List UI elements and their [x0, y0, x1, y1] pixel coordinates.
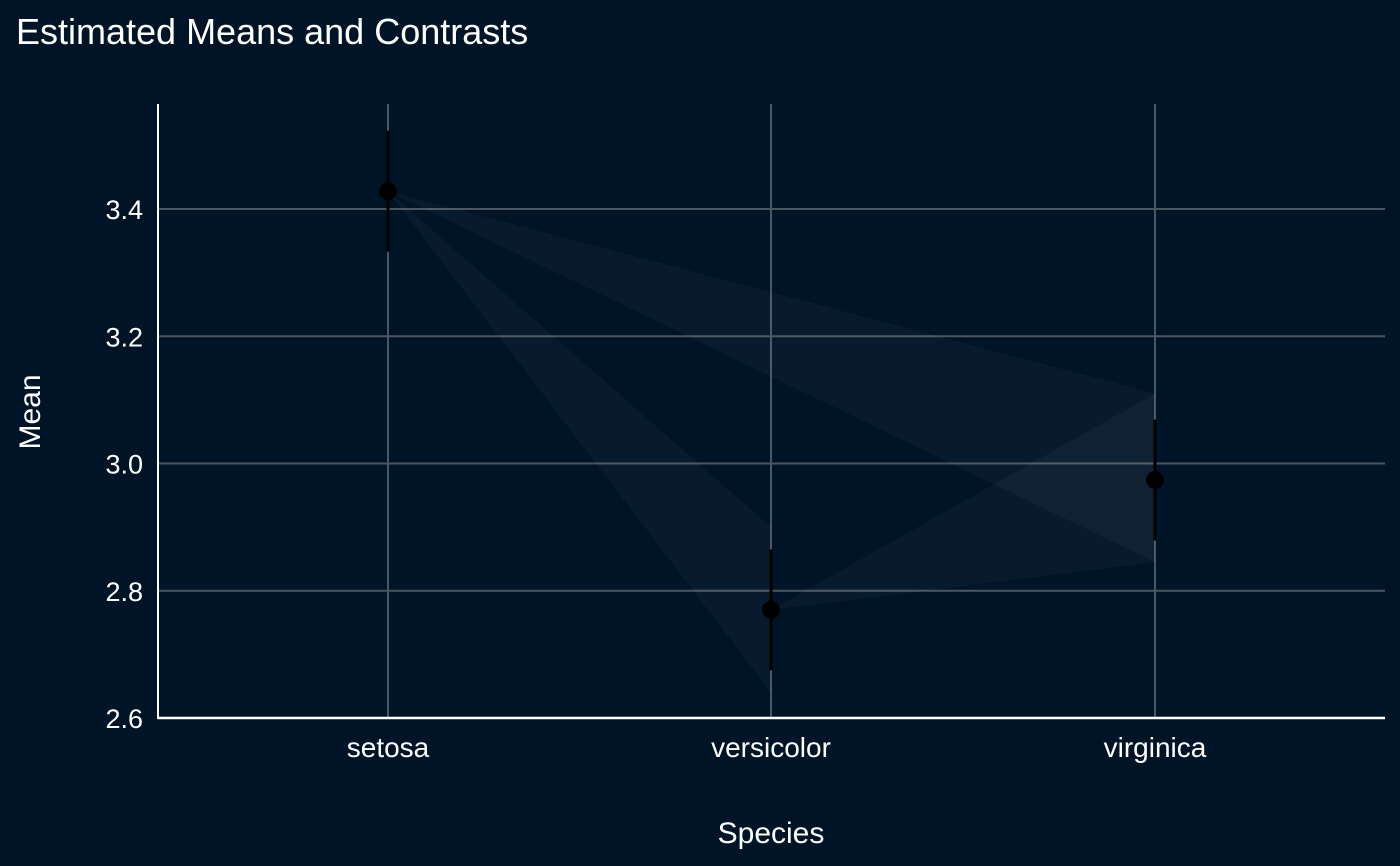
mean-point	[1146, 471, 1164, 490]
label-layer: 2.6 2.8 3.0 3.2 3.4 setosa versicolor virginica	[105, 195, 1206, 763]
mean-point	[379, 182, 397, 201]
axis-layer	[157, 104, 1385, 720]
y-tick-label: 3.2	[105, 322, 143, 352]
y-tick-label: 2.8	[105, 577, 143, 607]
y-axis-title: Mean	[14, 374, 47, 449]
x-axis-title: Species	[718, 817, 825, 850]
x-tick-label: virginica	[1104, 732, 1207, 763]
point-layer	[379, 182, 1164, 619]
mean-point	[762, 600, 780, 619]
y-tick-label: 3.4	[105, 195, 143, 225]
x-tick-label: setosa	[347, 732, 430, 763]
grid-layer	[158, 104, 1385, 718]
x-tick-label: versicolor	[711, 732, 831, 763]
y-tick-label: 3.0	[105, 450, 143, 480]
chart-title: Estimated Means and Contrasts	[16, 11, 528, 52]
y-tick-label: 2.6	[105, 704, 143, 734]
